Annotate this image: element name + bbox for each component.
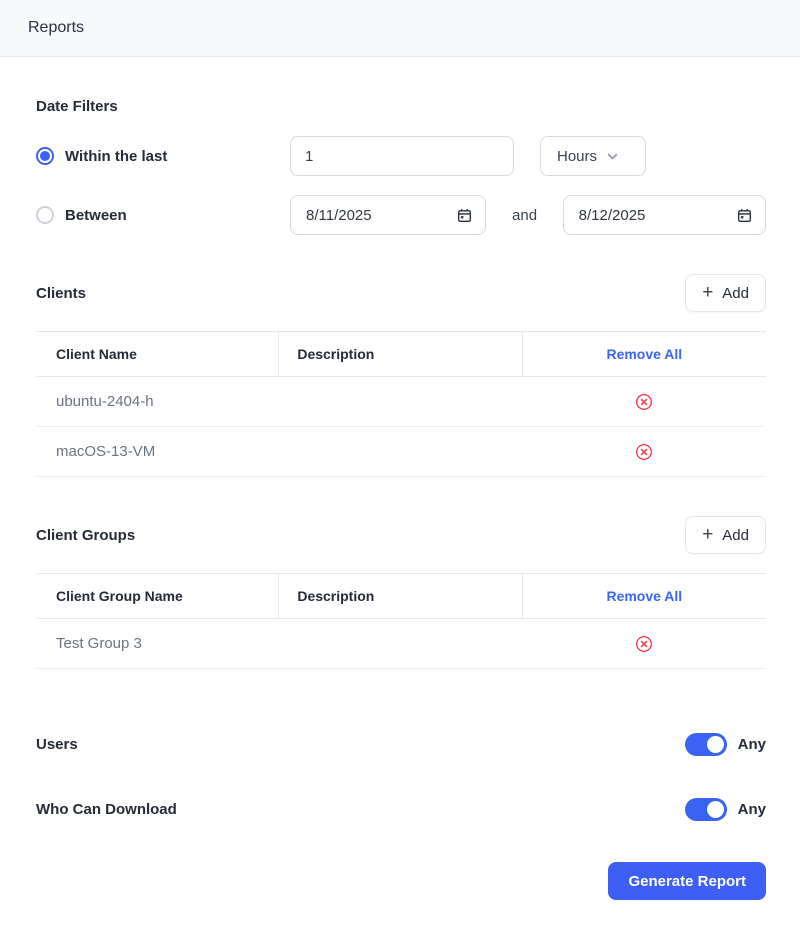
generate-report-button[interactable]: Generate Report — [608, 862, 766, 900]
within-last-row: Within the last Hours — [36, 136, 766, 176]
page-title: Reports — [28, 19, 85, 36]
within-last-value-input[interactable] — [290, 136, 514, 176]
users-row: Users Any — [36, 732, 766, 756]
client-groups-heading: Client Groups — [36, 526, 136, 544]
end-date-value: 8/12/2025 — [578, 206, 646, 224]
within-last-option[interactable]: Within the last — [36, 147, 290, 165]
users-label: Users — [36, 735, 78, 753]
table-row: macOS-13-VM — [36, 427, 766, 477]
clients-section-header: Clients + Add — [36, 274, 766, 312]
plus-icon: + — [702, 282, 714, 303]
time-unit-value: Hours — [557, 147, 598, 165]
who-can-download-toggle[interactable] — [684, 797, 727, 821]
who-can-download-label: Who Can Download — [36, 800, 177, 818]
clients-col-remove: Remove All — [523, 332, 766, 376]
client-group-name: Test Group 3 — [56, 635, 142, 652]
remove-client-icon[interactable] — [633, 441, 655, 463]
plus-icon: + — [702, 524, 714, 545]
calendar-icon[interactable] — [457, 208, 472, 223]
users-toggle-value: Any — [737, 735, 766, 753]
client-name: macOS-13-VM — [56, 443, 156, 460]
top-bar: Reports — [0, 0, 800, 57]
clients-table-header: Client Name Description Remove All — [36, 331, 766, 377]
clients-col-description: Description — [279, 332, 523, 376]
between-label: Between — [65, 206, 127, 224]
client-groups-table: Client Group Name Description Remove All… — [36, 573, 766, 669]
add-client-button[interactable]: + Add — [685, 274, 766, 312]
start-date-input[interactable]: 8/11/2025 — [290, 195, 487, 235]
report-form: Date Filters Within the last Hours Betwe… — [0, 98, 800, 900]
calendar-icon[interactable] — [737, 208, 752, 223]
time-unit-select[interactable]: Hours — [540, 136, 646, 176]
between-option[interactable]: Between — [36, 206, 290, 224]
who-can-download-toggle-value: Any — [737, 800, 766, 818]
between-row: Between 8/11/2025 and 8/12/2025 — [36, 195, 766, 235]
start-date-value: 8/11/2025 — [306, 206, 372, 224]
within-last-radio[interactable] — [36, 147, 54, 165]
clients-col-name: Client Name — [36, 332, 280, 376]
add-client-label: Add — [722, 284, 749, 302]
clients-table: Client Name Description Remove All ubunt… — [36, 331, 766, 477]
end-date-input[interactable]: 8/12/2025 — [562, 195, 766, 235]
groups-col-description: Description — [279, 574, 523, 618]
who-can-download-row: Who Can Download Any — [36, 797, 766, 821]
between-radio[interactable] — [36, 206, 54, 224]
add-client-group-label: Add — [722, 526, 749, 544]
chevron-down-icon — [606, 150, 619, 163]
groups-col-remove: Remove All — [523, 574, 766, 618]
users-toggle[interactable] — [684, 732, 727, 756]
within-last-label: Within the last — [65, 147, 168, 165]
client-name: ubuntu-2404-h — [56, 393, 154, 410]
client-groups-section-header: Client Groups + Add — [36, 516, 766, 554]
clients-heading: Clients — [36, 284, 87, 302]
groups-remove-all-link[interactable]: Remove All — [606, 588, 683, 604]
clients-remove-all-link[interactable]: Remove All — [606, 346, 683, 362]
date-filters-heading: Date Filters — [36, 98, 118, 115]
remove-client-group-icon[interactable] — [633, 633, 655, 655]
footer: Generate Report — [36, 862, 766, 900]
groups-col-name: Client Group Name — [36, 574, 280, 618]
client-groups-table-header: Client Group Name Description Remove All — [36, 573, 766, 619]
table-row: Test Group 3 — [36, 619, 766, 669]
date-range-conjunction: and — [512, 206, 538, 224]
table-row: ubuntu-2404-h — [36, 377, 766, 427]
add-client-group-button[interactable]: + Add — [685, 516, 766, 554]
remove-client-icon[interactable] — [633, 391, 655, 413]
